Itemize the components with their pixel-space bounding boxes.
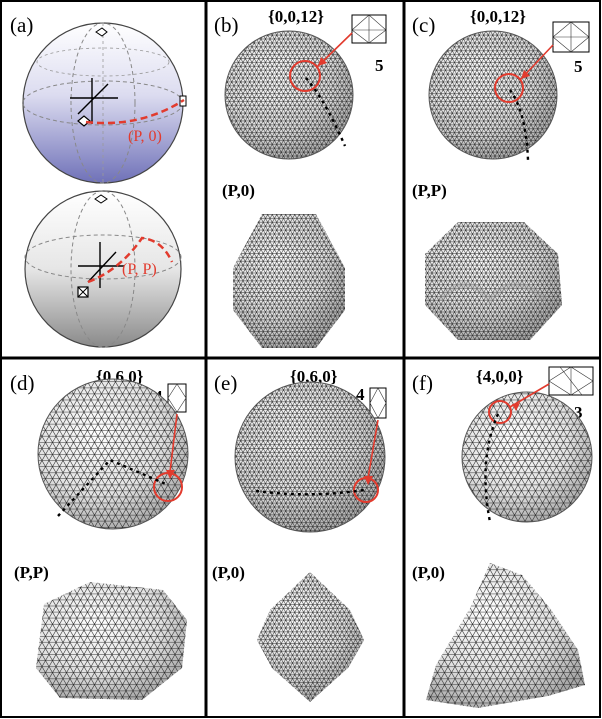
panel-c-boundary: (P,P) (412, 181, 447, 200)
triangulated-mesh-icon (428, 30, 558, 160)
triangulated-mesh-icon (461, 391, 593, 523)
panel-e-label: (e) (214, 371, 237, 395)
triangulated-mesh-icon (37, 378, 189, 530)
globe-icon (24, 190, 182, 348)
triangulated-mesh-icon (36, 582, 187, 700)
triangulated-mesh-icon (233, 214, 345, 348)
path-label-lower: (P, P) (122, 261, 157, 278)
panel-f-label: (f) (412, 371, 433, 395)
triangulated-mesh-icon (257, 572, 364, 702)
panel-c-valence: 5 (574, 57, 583, 76)
panel-d-boundary: (P,P) (14, 563, 49, 582)
panel-e-boundary: (P,0) (212, 563, 245, 582)
panel-e-index: {0,6,0} (290, 367, 338, 386)
panel-e-valence: 4 (356, 385, 365, 404)
panel-b-index: {0,0,12} (268, 7, 324, 26)
path-label-upper: (P, 0) (128, 128, 162, 145)
panel-d-label: (d) (10, 371, 35, 395)
panel-b-label: (b) (214, 13, 239, 37)
panel-d: (d) {0,6,0} 4 (P,P) (10, 367, 189, 700)
panel-b: (b) {0,0,12} 5 (P,0) (214, 7, 387, 348)
panel-f: (f) {4,0,0} 3 (P,0) (412, 366, 594, 708)
panel-a-label: (a) (10, 13, 33, 37)
panel-f-valence: 3 (574, 403, 583, 422)
globe-icon (22, 22, 187, 184)
panel-c: (c) {0,0,12} 5 (P,P) (412, 7, 590, 340)
triangulated-mesh-icon (426, 563, 585, 708)
panel-b-valence: 5 (375, 56, 384, 75)
coordinate-axes-icon (70, 78, 118, 124)
panel-f-boundary: (P,0) (412, 563, 445, 582)
panel-b-boundary: (P,0) (222, 181, 255, 200)
panel-f-index: {4,0,0} (476, 367, 524, 386)
panel-a: (a) (P, 0) (10, 13, 187, 348)
defect-inset-icon (369, 387, 387, 419)
panel-e: (e) {0,6,0} 4 (P,0) (212, 367, 387, 702)
panel-c-index: {0,0,12} (470, 7, 526, 26)
triangulated-mesh-icon (425, 222, 562, 340)
triangulated-mesh-icon (234, 381, 386, 533)
panel-c-label: (c) (412, 13, 435, 37)
